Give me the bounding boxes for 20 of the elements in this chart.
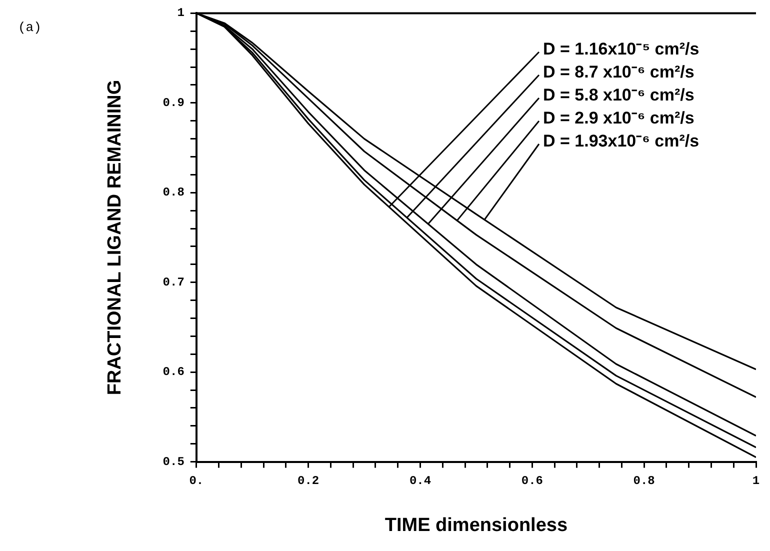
text: (a) (18, 20, 42, 35)
x-axis-title: TIME dimensionless (384, 514, 568, 536)
x-tick-label: 1 (752, 474, 760, 488)
annotation: D = 8.7 x10⁻⁶ cm²/s (543, 62, 694, 82)
y-axis-title: FRACTIONAL LIGAND REMAINING (104, 80, 126, 396)
y-tick-label: 0.6 (162, 365, 184, 380)
annotation: D = 2.9 x10⁻⁶ cm²/s (543, 108, 694, 128)
x-tick-label: 0. (189, 474, 204, 488)
x-tick-label: 0.6 (521, 474, 543, 488)
x-tick-label: 0.2 (298, 474, 320, 488)
annotation: D = 5.8 x10⁻⁶ cm²/s (543, 86, 694, 105)
y-tick-label: 0.8 (162, 186, 184, 200)
y-tick-label: 0.9 (162, 96, 184, 110)
y-tick-label: 0.7 (162, 275, 184, 290)
x-tick-label: 0.4 (409, 474, 432, 488)
y-tick-label: 1 (177, 6, 184, 20)
annotation: D = 1.16x10⁻⁵ cm²/s (543, 40, 700, 59)
annotation: D = 1.93x10⁻⁶ cm²/s (543, 132, 700, 151)
y-tick-label: 0.5 (162, 454, 184, 469)
x-tick-label: 0.8 (633, 474, 655, 488)
